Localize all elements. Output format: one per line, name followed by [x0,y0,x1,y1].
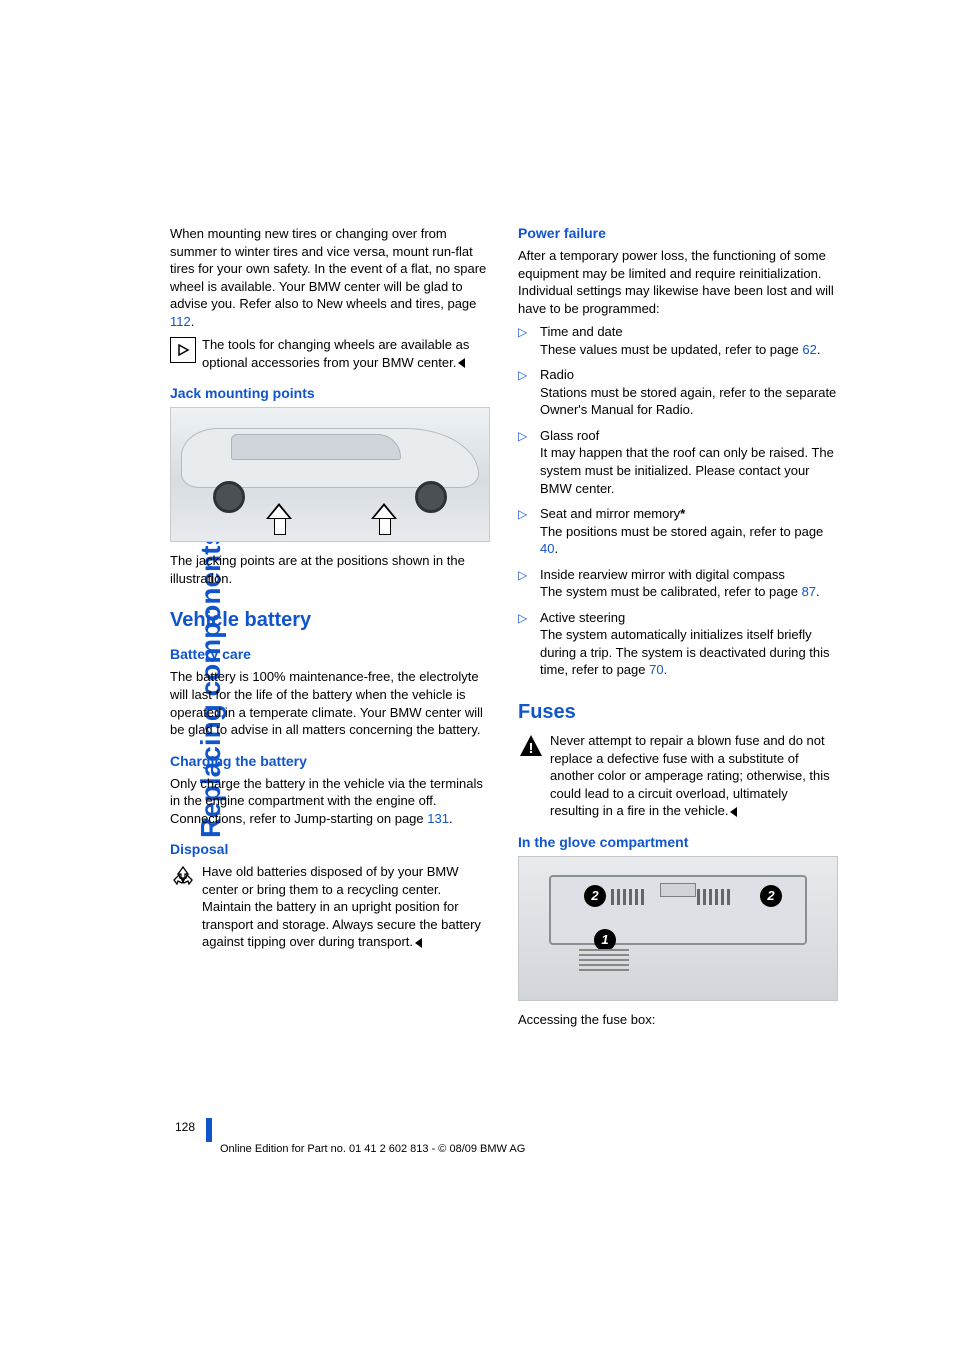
page-ref-131[interactable]: 131 [427,811,449,826]
jack-arrow-icon [371,501,397,535]
warning-icon: ! [518,733,544,759]
heading-glove: In the glove compartment [518,834,838,850]
list-item: ▷ Time and dateThese values must be updat… [518,323,838,358]
list-item: ▷Seat and mirror memory*The positions mu… [518,505,838,558]
list-item-body: Active steeringThe system automatically … [540,609,838,679]
callout-2: 2 [760,885,782,907]
page-number: 128 [175,1120,195,1134]
heading-power-failure: Power failure [518,225,838,241]
callout-2: 2 [584,885,606,907]
jack-arrow-icon [266,501,292,535]
recycle-icon [170,864,196,890]
intro-paragraph: When mounting new tires or changing over… [170,225,490,330]
left-column: When mounting new tires or changing over… [170,225,490,1034]
disposal-note: Have old batteries disposed of by your B… [170,863,490,951]
fuses-warning: ! Never attempt to repair a blown fuse a… [518,732,838,820]
fuses-warning-text: Never attempt to repair a blown fuse and… [550,733,830,818]
tip-icon [170,337,196,363]
battery-care-text: The battery is 100% maintenance-free, th… [170,668,490,738]
page-number-bar [206,1118,212,1142]
jack-points-illustration [170,407,490,542]
intro-end: . [191,314,195,329]
list-item-body: RadioStations must be stored again, refe… [540,366,838,419]
callout-1: 1 [594,929,616,951]
bullet-marker-icon: ▷ [518,366,530,419]
end-mark-icon [458,358,465,368]
charging-text-b: . [449,811,453,826]
heading-charging: Charging the battery [170,753,490,769]
glove-compartment-illustration: 2 2 1 [518,856,838,1001]
glove-caption: Accessing the fuse box: [518,1011,838,1029]
heading-battery-care: Battery care [170,646,490,662]
svg-text:!: ! [529,740,534,757]
heading-jack: Jack mounting points [170,385,490,401]
heading-disposal: Disposal [170,841,490,857]
bullet-marker-icon: ▷ [518,427,530,497]
list-item-body: Seat and mirror memory*The positions mus… [540,505,838,558]
list-item-body: Inside rearview mirror with digital comp… [540,566,820,601]
heading-fuses: Fuses [518,701,838,724]
bullet-marker-icon: ▷ [518,505,530,558]
list-item: ▷RadioStations must be stored again, ref… [518,366,838,419]
list-item-body: Time and dateThese values must be update… [540,323,820,358]
bullet-marker-icon: ▷ [518,566,530,601]
tools-note: The tools for changing wheels are availa… [170,336,490,371]
disposal-text: Have old batteries disposed of by your B… [202,864,481,949]
end-mark-icon [415,938,422,948]
heading-vehicle-battery: Vehicle battery [170,609,490,632]
end-mark-icon [730,807,737,817]
bullet-marker-icon: ▷ [518,323,530,358]
power-failure-list: ▷ Time and dateThese values must be updat… [518,323,838,679]
list-item: ▷ Inside rearview mirror with digital com… [518,566,838,601]
charging-text: Only charge the battery in the vehicle v… [170,775,490,828]
list-item: ▷Glass roofIt may happen that the roof c… [518,427,838,497]
footer-text: Online Edition for Part no. 01 41 2 602 … [220,1143,525,1155]
bullet-marker-icon: ▷ [518,609,530,679]
page-ref-112[interactable]: 112 [170,314,191,329]
jack-caption: The jacking points are at the positions … [170,552,490,587]
power-intro: After a temporary power loss, the functi… [518,247,838,317]
right-column: Power failure After a temporary power lo… [518,225,838,1034]
list-item: ▷Active steeringThe system automatically… [518,609,838,679]
list-item-body: Glass roofIt may happen that the roof ca… [540,427,838,497]
page-content: When mounting new tires or changing over… [170,225,840,1034]
intro-text: When mounting new tires or changing over… [170,226,486,311]
tools-note-text: The tools for changing wheels are availa… [202,337,469,370]
